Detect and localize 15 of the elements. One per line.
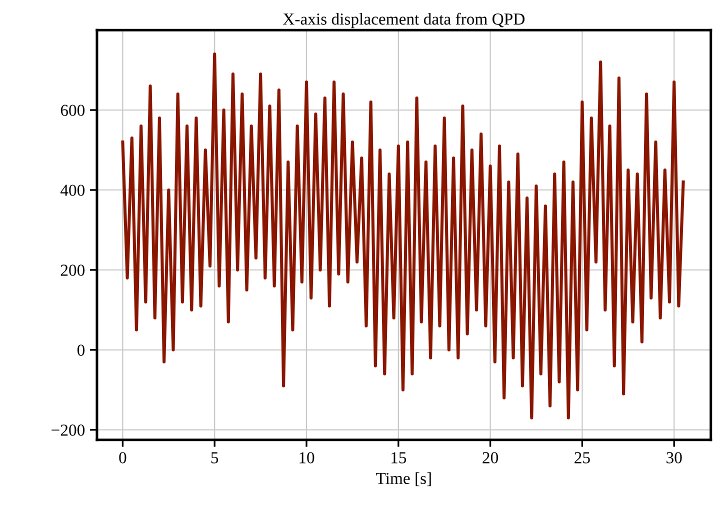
chart-title: X-axis displacement data from QPD (283, 12, 525, 28)
y-tick-label: 200 (60, 264, 85, 276)
x-tick-label: 25 (574, 452, 590, 464)
x-tick-label: 10 (300, 452, 314, 464)
y-tick-label: 0 (77, 344, 85, 356)
x-tick-label: 30 (666, 452, 682, 464)
y-tick-label: 400 (60, 184, 85, 196)
x-tick-label: 20 (482, 452, 498, 464)
y-tick-label: 600 (60, 104, 85, 116)
x-tick-label: 0 (119, 452, 126, 464)
x-tick-label: 15 (392, 452, 406, 464)
x-axis-title: Time [s] (376, 472, 431, 486)
line-series (121, 52, 685, 420)
y-tick-label: −200 (52, 424, 85, 436)
x-tick-label: 5 (211, 452, 218, 464)
